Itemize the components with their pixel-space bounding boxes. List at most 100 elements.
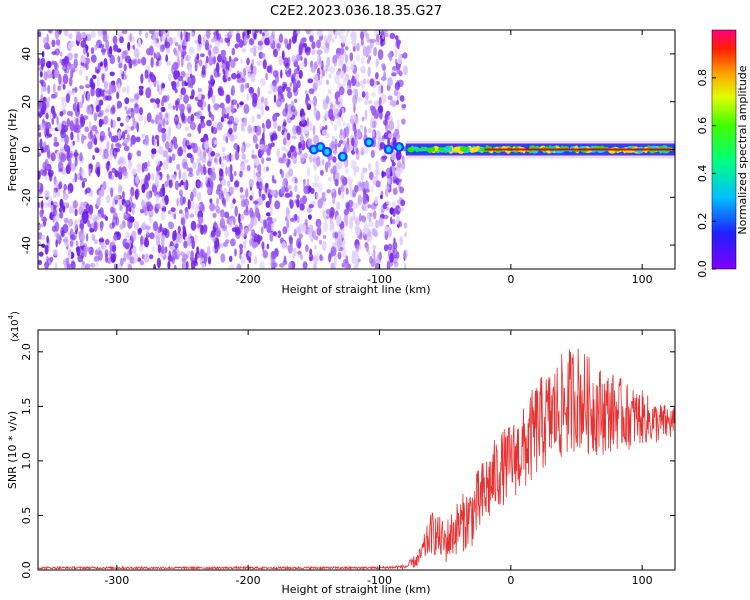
noise-speck bbox=[61, 230, 65, 238]
noise-speck bbox=[266, 223, 272, 234]
noise-speck bbox=[186, 145, 192, 150]
noise-speck bbox=[334, 231, 339, 239]
noise-speck bbox=[222, 199, 226, 205]
noise-speck bbox=[362, 77, 367, 85]
noise-speck bbox=[189, 95, 195, 100]
noise-speck bbox=[215, 40, 221, 48]
noise-speck bbox=[391, 65, 398, 72]
noise-speck bbox=[251, 125, 256, 136]
noise-speck bbox=[388, 120, 395, 131]
noise-speck bbox=[99, 220, 104, 232]
noise-speck bbox=[145, 31, 149, 39]
noise-speck bbox=[288, 168, 294, 177]
noise-speck bbox=[236, 103, 239, 109]
noise-speck bbox=[87, 219, 90, 228]
colorbar-ticks: 0.0 0.2 0.4 0.6 0.8 bbox=[696, 69, 716, 278]
noise-speck bbox=[393, 89, 399, 97]
noise-speck bbox=[360, 38, 364, 46]
noise-speck bbox=[187, 199, 191, 210]
noise-speck bbox=[103, 58, 108, 68]
noise-speck bbox=[291, 135, 297, 140]
noise-speck bbox=[202, 150, 207, 159]
noise-speck bbox=[314, 245, 317, 250]
snr-x-label: Height of straight line (km) bbox=[281, 583, 430, 596]
noise-speck bbox=[127, 34, 131, 42]
noise-speck bbox=[100, 65, 105, 71]
noise-speck bbox=[361, 215, 367, 223]
signal-mid-patch bbox=[412, 146, 418, 150]
noise-speck bbox=[373, 248, 376, 259]
noise-speck bbox=[105, 238, 110, 245]
noise-speck bbox=[397, 119, 400, 130]
noise-speck bbox=[176, 50, 180, 56]
noise-speck bbox=[208, 44, 212, 50]
noise-speck bbox=[385, 188, 389, 197]
noise-speck bbox=[74, 208, 78, 217]
noise-speck bbox=[132, 206, 135, 216]
noise-speck bbox=[341, 248, 347, 258]
noise-speck bbox=[210, 74, 214, 84]
noise-speck bbox=[129, 98, 136, 103]
noise-speck bbox=[89, 228, 95, 233]
noise-speck bbox=[234, 226, 241, 236]
noise-speck bbox=[363, 126, 367, 136]
noise-speck bbox=[76, 132, 80, 143]
noise-speck bbox=[233, 57, 239, 62]
noise-speck bbox=[190, 220, 197, 231]
noise-speck bbox=[70, 131, 74, 141]
noise-speck bbox=[150, 74, 157, 83]
noise-speck bbox=[110, 253, 116, 263]
noise-speck bbox=[220, 212, 225, 218]
noise-speck bbox=[38, 259, 42, 266]
noise-speck bbox=[191, 239, 195, 250]
noise-speck bbox=[106, 103, 111, 109]
noise-speck bbox=[234, 180, 240, 188]
noise-speck bbox=[338, 139, 344, 144]
noise-speck bbox=[91, 82, 96, 90]
noise-speck bbox=[232, 216, 236, 226]
noise-speck bbox=[164, 180, 169, 188]
noise-speck bbox=[101, 48, 106, 56]
snr-frame bbox=[37, 329, 676, 571]
noise-speck bbox=[82, 213, 88, 224]
noise-speck bbox=[59, 111, 64, 117]
noise-speck bbox=[324, 215, 327, 222]
noise-speck bbox=[287, 185, 293, 190]
noise-speck bbox=[38, 112, 43, 118]
noise-speck bbox=[155, 60, 159, 67]
noise-speck bbox=[135, 136, 141, 143]
noise-speck bbox=[225, 136, 229, 144]
noise-speck bbox=[151, 184, 158, 193]
noise-speck bbox=[150, 153, 155, 159]
noise-speck bbox=[211, 114, 215, 122]
noise-speck bbox=[161, 36, 166, 41]
noise-speck bbox=[291, 177, 296, 183]
noise-speck bbox=[266, 166, 269, 172]
noise-speck bbox=[381, 155, 388, 160]
noise-speck bbox=[211, 127, 218, 135]
spectrogram-x-tick-label: -200 bbox=[236, 273, 261, 286]
noise-speck bbox=[288, 261, 293, 269]
noise-speck bbox=[305, 89, 308, 95]
noise-speck bbox=[272, 113, 278, 122]
noise-speck bbox=[351, 216, 358, 222]
noise-speck bbox=[308, 88, 315, 95]
noise-speck bbox=[123, 252, 127, 259]
noise-speck bbox=[318, 239, 323, 245]
noise-speck bbox=[126, 250, 131, 260]
spectrogram-x-tick-label: -300 bbox=[104, 273, 129, 286]
noise-speck bbox=[126, 85, 130, 95]
noise-speck bbox=[372, 245, 377, 250]
noise-speck bbox=[253, 169, 256, 180]
noise-speck bbox=[371, 252, 375, 257]
noise-speck bbox=[258, 235, 263, 242]
signal-blob-core bbox=[366, 139, 372, 146]
noise-speck bbox=[399, 237, 404, 243]
noise-speck bbox=[130, 141, 133, 148]
noise-speck bbox=[199, 53, 205, 58]
noise-speck bbox=[47, 169, 54, 177]
noise-speck bbox=[86, 52, 90, 57]
noise-speck bbox=[221, 179, 227, 186]
noise-speck bbox=[352, 202, 357, 210]
noise-speck bbox=[376, 253, 382, 264]
